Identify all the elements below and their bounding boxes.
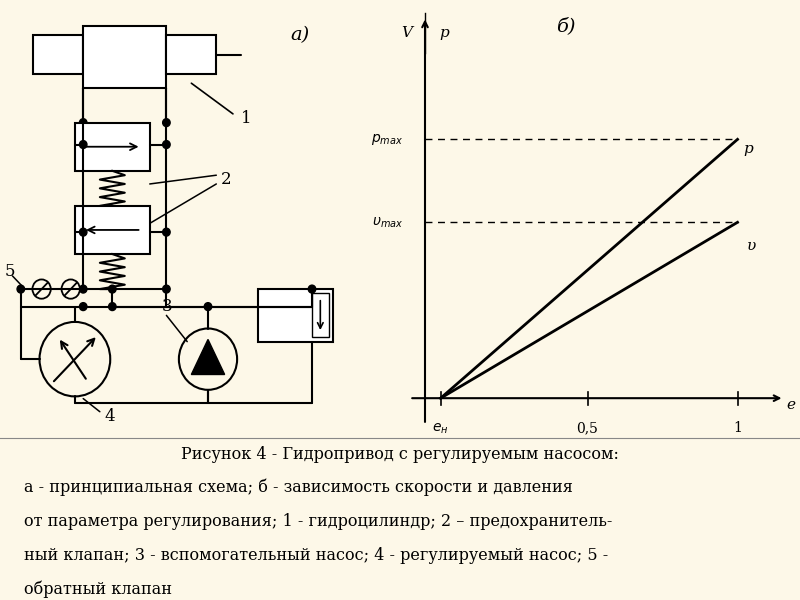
Polygon shape bbox=[191, 340, 225, 374]
Bar bbox=[75, 206, 150, 254]
Text: υ: υ bbox=[747, 239, 756, 253]
Text: 1: 1 bbox=[242, 110, 252, 127]
Bar bbox=[75, 122, 150, 171]
Text: р: р bbox=[744, 142, 754, 157]
Text: 2: 2 bbox=[221, 171, 231, 188]
Bar bbox=[258, 289, 333, 341]
Circle shape bbox=[204, 302, 212, 311]
Circle shape bbox=[162, 119, 170, 127]
Circle shape bbox=[162, 228, 170, 236]
Text: $υ_{max}$: $υ_{max}$ bbox=[372, 215, 403, 230]
Bar bbox=[312, 293, 329, 337]
Text: $е_н$: $е_н$ bbox=[432, 421, 449, 436]
Text: 5: 5 bbox=[4, 263, 14, 280]
Text: V: V bbox=[401, 26, 412, 40]
Circle shape bbox=[308, 285, 316, 293]
Circle shape bbox=[79, 228, 87, 236]
Text: $р_{max}$: $р_{max}$ bbox=[371, 132, 403, 147]
Circle shape bbox=[162, 140, 170, 148]
Text: ный клапан; 3 - вспомогательный насос; 4 - регулируемый насос; 5 -: ный клапан; 3 - вспомогательный насос; 4… bbox=[24, 547, 608, 563]
Text: 1: 1 bbox=[733, 421, 742, 436]
Text: 0,5: 0,5 bbox=[577, 421, 598, 436]
Text: обратный клапан: обратный клапан bbox=[24, 581, 172, 598]
Text: р: р bbox=[439, 26, 449, 40]
Text: Рисунок 4 - Гидропривод с регулируемым насосом:: Рисунок 4 - Гидропривод с регулируемым н… bbox=[181, 446, 619, 463]
Text: от параметра регулирования; 1 - гидроцилиндр; 2 – предохранитель-: от параметра регулирования; 1 - гидроцил… bbox=[24, 512, 612, 530]
Circle shape bbox=[79, 302, 87, 311]
Bar bbox=[166, 35, 216, 74]
Circle shape bbox=[79, 140, 87, 148]
Circle shape bbox=[79, 119, 87, 127]
Circle shape bbox=[17, 285, 25, 293]
Text: а - принципиальная схема; б - зависимость скорости и давления: а - принципиальная схема; б - зависимост… bbox=[24, 479, 573, 496]
Text: б): б) bbox=[556, 17, 575, 35]
Text: 4: 4 bbox=[104, 407, 114, 425]
Circle shape bbox=[109, 302, 116, 311]
Bar bbox=[83, 26, 166, 88]
Bar bbox=[34, 35, 83, 74]
Circle shape bbox=[79, 285, 87, 293]
Text: е: е bbox=[786, 398, 795, 412]
Circle shape bbox=[109, 285, 116, 293]
Text: а): а) bbox=[290, 26, 309, 44]
Circle shape bbox=[162, 285, 170, 293]
Text: 3: 3 bbox=[162, 298, 173, 315]
